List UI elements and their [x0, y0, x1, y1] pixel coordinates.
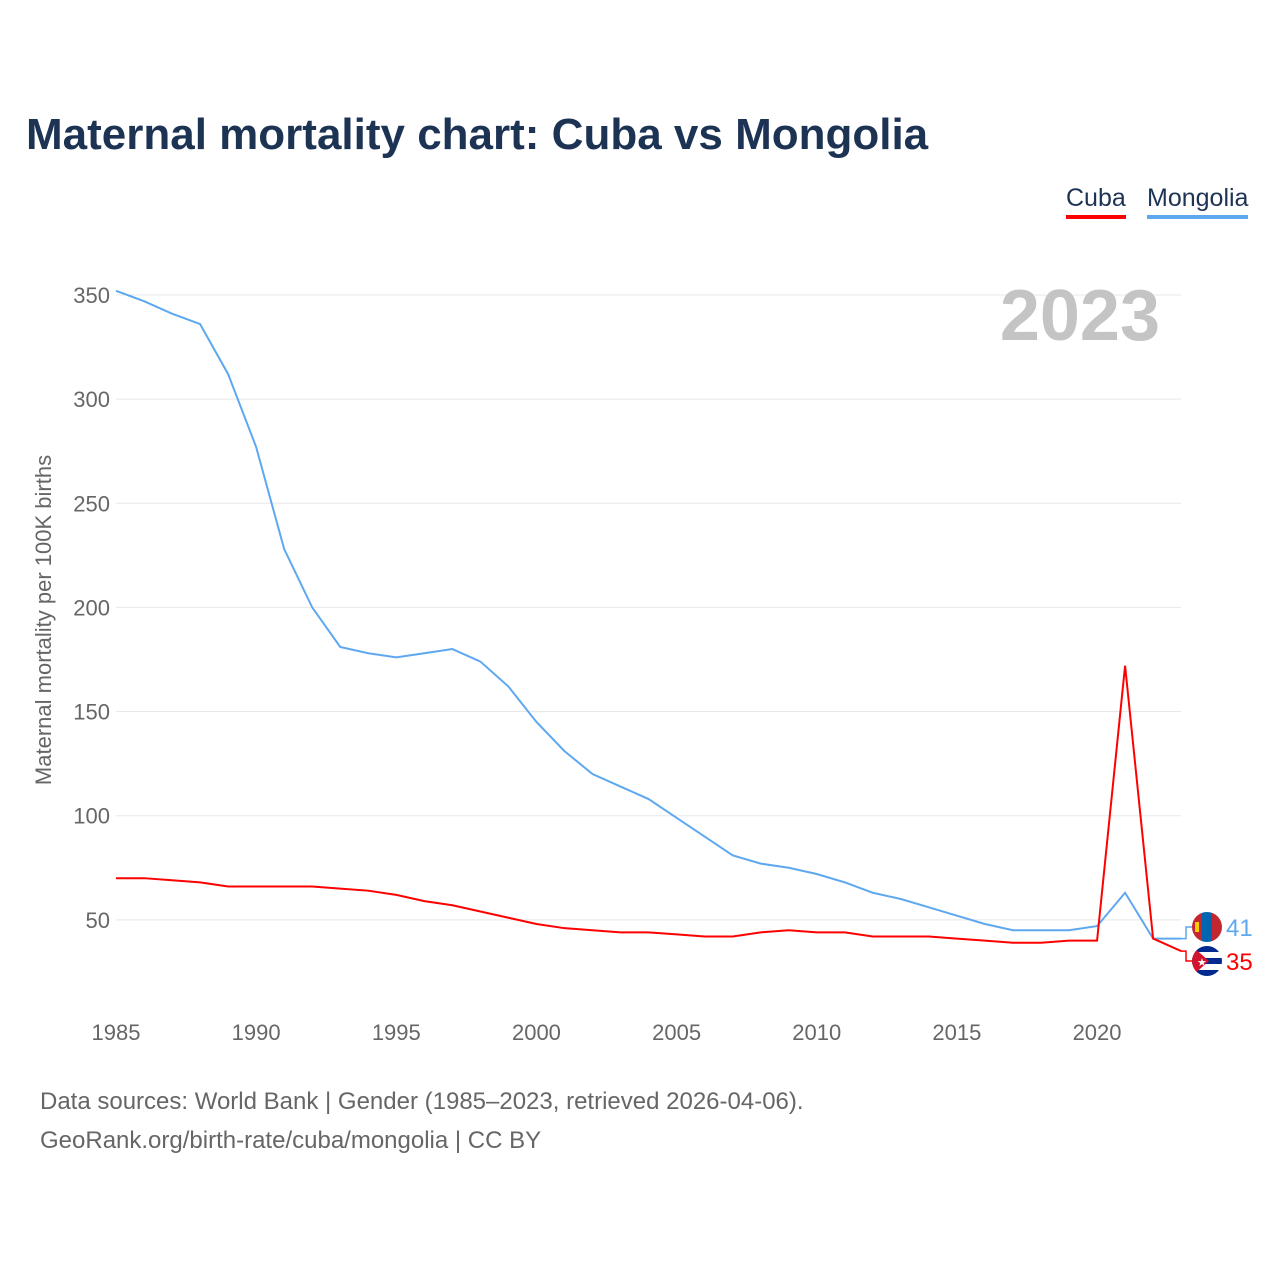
- x-tick-label: 2000: [512, 1020, 561, 1045]
- y-tick-label: 350: [73, 283, 110, 308]
- y-tick-label: 150: [73, 700, 110, 725]
- end-connector: [1181, 950, 1193, 962]
- x-tick-label: 2005: [652, 1020, 701, 1045]
- y-tick-label: 50: [86, 908, 110, 933]
- x-tick-label: 2020: [1073, 1020, 1122, 1045]
- chart-title: Maternal mortality chart: Cuba vs Mongol…: [26, 110, 929, 159]
- x-tick-label: 1995: [372, 1020, 421, 1045]
- x-tick-label: 1985: [92, 1020, 141, 1045]
- x-tick-label: 1990: [232, 1020, 281, 1045]
- x-tick-label: 2015: [932, 1020, 981, 1045]
- year-watermark: 2023: [1000, 276, 1160, 356]
- y-tick-label: 250: [73, 491, 110, 516]
- flag-stripe: [1192, 970, 1222, 976]
- flag-star: ★: [1197, 957, 1207, 969]
- x-tick-label: 2010: [792, 1020, 841, 1045]
- legend-cuba[interactable]: Cuba: [1066, 184, 1126, 219]
- soyombo: [1195, 922, 1199, 932]
- mongolia-flag-icon: [1192, 912, 1222, 942]
- y-axis-label: Maternal mortality per 100K births: [31, 455, 56, 785]
- series-line-mongolia: [115, 289, 1182, 940]
- flag-stripe: [1192, 964, 1222, 970]
- y-tick-label: 200: [73, 595, 110, 620]
- source-note: Data sources: World Bank | Gender (1985–…: [40, 1088, 804, 1115]
- end-value-label: 35: [1226, 949, 1253, 976]
- y-tick-label: 100: [73, 804, 110, 829]
- flag-stripe: [1212, 912, 1222, 942]
- series-line-cuba: [116, 665, 1182, 953]
- y-tick-label: 300: [73, 387, 110, 412]
- flag-triangle: [1192, 946, 1209, 976]
- cuba-flag-icon: ★: [1192, 946, 1222, 976]
- legend-mongolia[interactable]: Mongolia: [1147, 184, 1249, 219]
- flag-stripe: [1202, 912, 1212, 942]
- flag-stripe: [1192, 952, 1222, 958]
- flag-stripe: [1192, 946, 1222, 952]
- source-link[interactable]: GeoRank.org/birth-rate/cuba/mongolia | C…: [40, 1127, 542, 1154]
- end-connector: [1181, 926, 1193, 940]
- end-value-label: 41: [1226, 915, 1253, 942]
